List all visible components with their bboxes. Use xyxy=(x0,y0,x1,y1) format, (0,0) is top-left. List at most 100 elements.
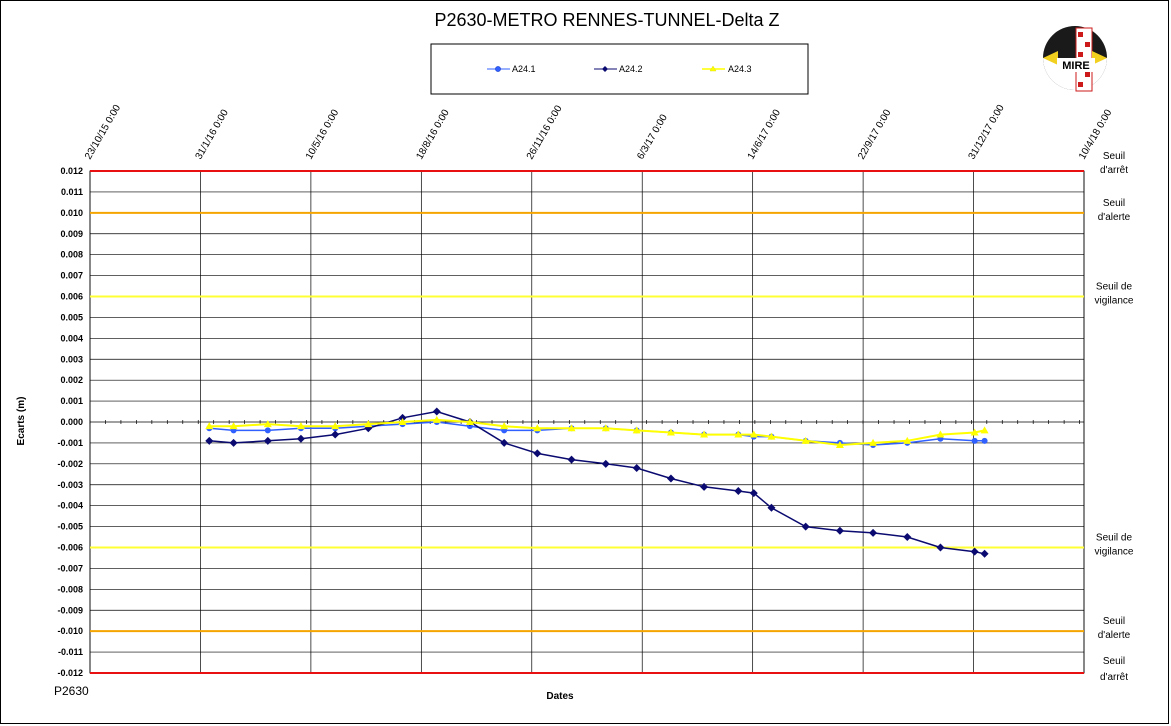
y-tick-label: -0.008 xyxy=(57,584,83,594)
data-point xyxy=(767,432,776,440)
x-tick-label: 23/10/15 0:00 xyxy=(83,103,123,162)
y-tick-label: -0.010 xyxy=(57,626,83,636)
x-tick-label: 10/5/16 0:00 xyxy=(304,107,342,161)
data-point xyxy=(970,547,979,556)
y-tick-label: -0.001 xyxy=(57,438,83,448)
threshold-label-line1: Seuil xyxy=(1103,656,1125,667)
data-point xyxy=(263,420,272,428)
y-tick-label: -0.005 xyxy=(57,522,83,532)
logo-left-arrow xyxy=(1043,51,1058,65)
legend-label-a24-3: A24.3 xyxy=(728,64,752,74)
logo-text: MIRE xyxy=(1062,60,1090,72)
threshold-label-line2: vigilance xyxy=(1095,547,1134,558)
data-point xyxy=(432,415,441,423)
data-point xyxy=(331,422,340,430)
y-tick-label: 0.005 xyxy=(60,312,83,322)
threshold-label-line1: Seuil xyxy=(1103,198,1125,209)
legend-label-a24-1: A24.1 xyxy=(512,64,536,74)
x-tick-label: 31/1/16 0:00 xyxy=(194,107,232,161)
logo-text-bg xyxy=(1057,58,1095,72)
y-tick-label: -0.011 xyxy=(58,647,83,657)
y-tick-label: 0.008 xyxy=(60,250,83,260)
series-layer xyxy=(205,407,989,558)
data-point xyxy=(666,474,675,483)
data-point xyxy=(903,436,912,444)
threshold-label-line2: d'alerte xyxy=(1098,212,1131,223)
x-tick-label: 14/6/17 0:00 xyxy=(746,107,784,161)
data-point xyxy=(936,543,945,552)
data-point xyxy=(398,418,407,425)
data-point xyxy=(364,420,373,428)
threshold-label-line1: Seuil xyxy=(1103,151,1125,162)
y-tick-label: 0.006 xyxy=(60,292,83,302)
grid-layer xyxy=(89,170,1085,674)
x-tick-label: 22/9/17 0:00 xyxy=(856,107,894,161)
y-tick-label: 0.009 xyxy=(60,229,83,239)
data-point xyxy=(801,522,810,531)
data-point xyxy=(398,413,407,422)
data-point xyxy=(533,424,542,432)
data-point xyxy=(632,426,641,434)
threshold-label-line2: d'arrêt xyxy=(1100,672,1128,683)
y-tick-label: 0.001 xyxy=(60,396,83,406)
data-point xyxy=(970,428,979,436)
y-tick-label: 0.000 xyxy=(60,417,83,427)
data-point xyxy=(980,426,989,434)
x-tick-label: 6/3/17 0:00 xyxy=(635,112,670,161)
series-a24-2 xyxy=(205,407,989,558)
threshold-label-line1: Seuil xyxy=(1103,616,1125,627)
data-point xyxy=(734,430,743,438)
x-axis-label: Dates xyxy=(546,691,574,702)
data-point xyxy=(936,430,945,438)
data-point xyxy=(264,427,271,434)
data-point xyxy=(567,455,576,464)
data-point xyxy=(331,430,340,439)
legend-label-a24-2: A24.2 xyxy=(619,64,643,74)
data-point xyxy=(601,424,610,432)
legend: A24.1 A24.2 A24.3 xyxy=(430,43,809,95)
series-line xyxy=(209,418,985,447)
data-point xyxy=(869,438,878,446)
data-point xyxy=(767,503,776,512)
data-point xyxy=(869,528,878,537)
data-point xyxy=(465,418,474,425)
data-point xyxy=(980,549,989,558)
data-point xyxy=(734,487,743,496)
y-tick-label: 0.003 xyxy=(60,354,83,364)
data-point xyxy=(601,459,610,468)
x-tick-label: 31/12/17 0:00 xyxy=(967,103,1007,162)
data-point xyxy=(700,482,709,491)
y-tick-label: -0.002 xyxy=(57,459,83,469)
x-tick-label: 26/11/16 0:00 xyxy=(525,103,565,161)
data-point xyxy=(205,436,214,445)
y-tick-label: -0.004 xyxy=(57,501,83,511)
y-tick-label: -0.009 xyxy=(57,605,83,615)
data-point xyxy=(533,449,542,458)
y-tick-label: -0.012 xyxy=(57,668,83,678)
data-point xyxy=(801,436,810,444)
data-point xyxy=(500,438,509,447)
y-tick-label: -0.007 xyxy=(57,563,83,573)
y-axis-label: Ecarts (m) xyxy=(16,397,27,446)
data-point xyxy=(835,441,844,449)
data-point xyxy=(835,526,844,535)
data-point xyxy=(749,489,758,498)
threshold-label-line1: Seuil de xyxy=(1096,533,1133,544)
y-tick-label: 0.010 xyxy=(60,208,83,218)
legend-item-a24-3: A24.3 xyxy=(702,64,752,74)
mire-logo: MIRE xyxy=(1043,26,1107,92)
data-point xyxy=(296,422,305,430)
data-point xyxy=(749,430,758,438)
data-point xyxy=(229,438,238,447)
series-line xyxy=(209,410,985,555)
label-layer: 0.012 0.011 0.010 0.009 0.008 0.007 0.006 0.005… xyxy=(57,103,1133,683)
data-point xyxy=(296,434,305,443)
data-point xyxy=(700,430,709,438)
data-point xyxy=(971,437,978,444)
y-tick-label: 0.012 xyxy=(60,166,83,176)
data-point xyxy=(632,464,641,473)
data-point xyxy=(500,422,509,430)
threshold-label-line2: d'alerte xyxy=(1098,630,1131,641)
